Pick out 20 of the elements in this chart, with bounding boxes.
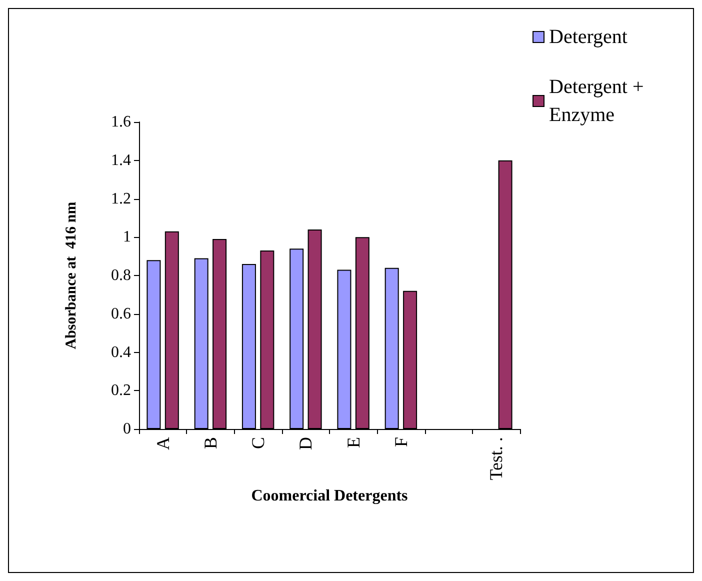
- x-tick-label: B: [200, 437, 220, 450]
- x-tick-label: E: [343, 437, 364, 448]
- y-tick-label: 0: [123, 420, 131, 438]
- x-tick-label: A: [152, 437, 173, 450]
- legend-label: Detergent + Enzyme: [549, 76, 649, 126]
- legend-label: Detergent: [549, 26, 628, 48]
- x-tick-label: F: [390, 437, 411, 448]
- x-tick-label: Test. .: [486, 437, 506, 480]
- x-tick-label: D: [296, 437, 316, 450]
- y-tick-label: 0.6: [111, 305, 131, 322]
- x-tick-label: C: [248, 437, 268, 450]
- y-tick-label: 1.2: [111, 190, 131, 208]
- y-tick-label: 0.8: [111, 267, 131, 284]
- y-tick-label: 1.6: [111, 114, 131, 130]
- y-tick-label: 1.4: [111, 152, 131, 169]
- y-tick-label: 0.2: [111, 382, 131, 400]
- y-axis-title: Absorbance at 416 nm: [64, 201, 80, 350]
- x-axis-title: Coomercial Detergents: [251, 488, 408, 505]
- y-tick-label: 1: [123, 228, 131, 246]
- y-tick-label: 0.4: [111, 344, 131, 361]
